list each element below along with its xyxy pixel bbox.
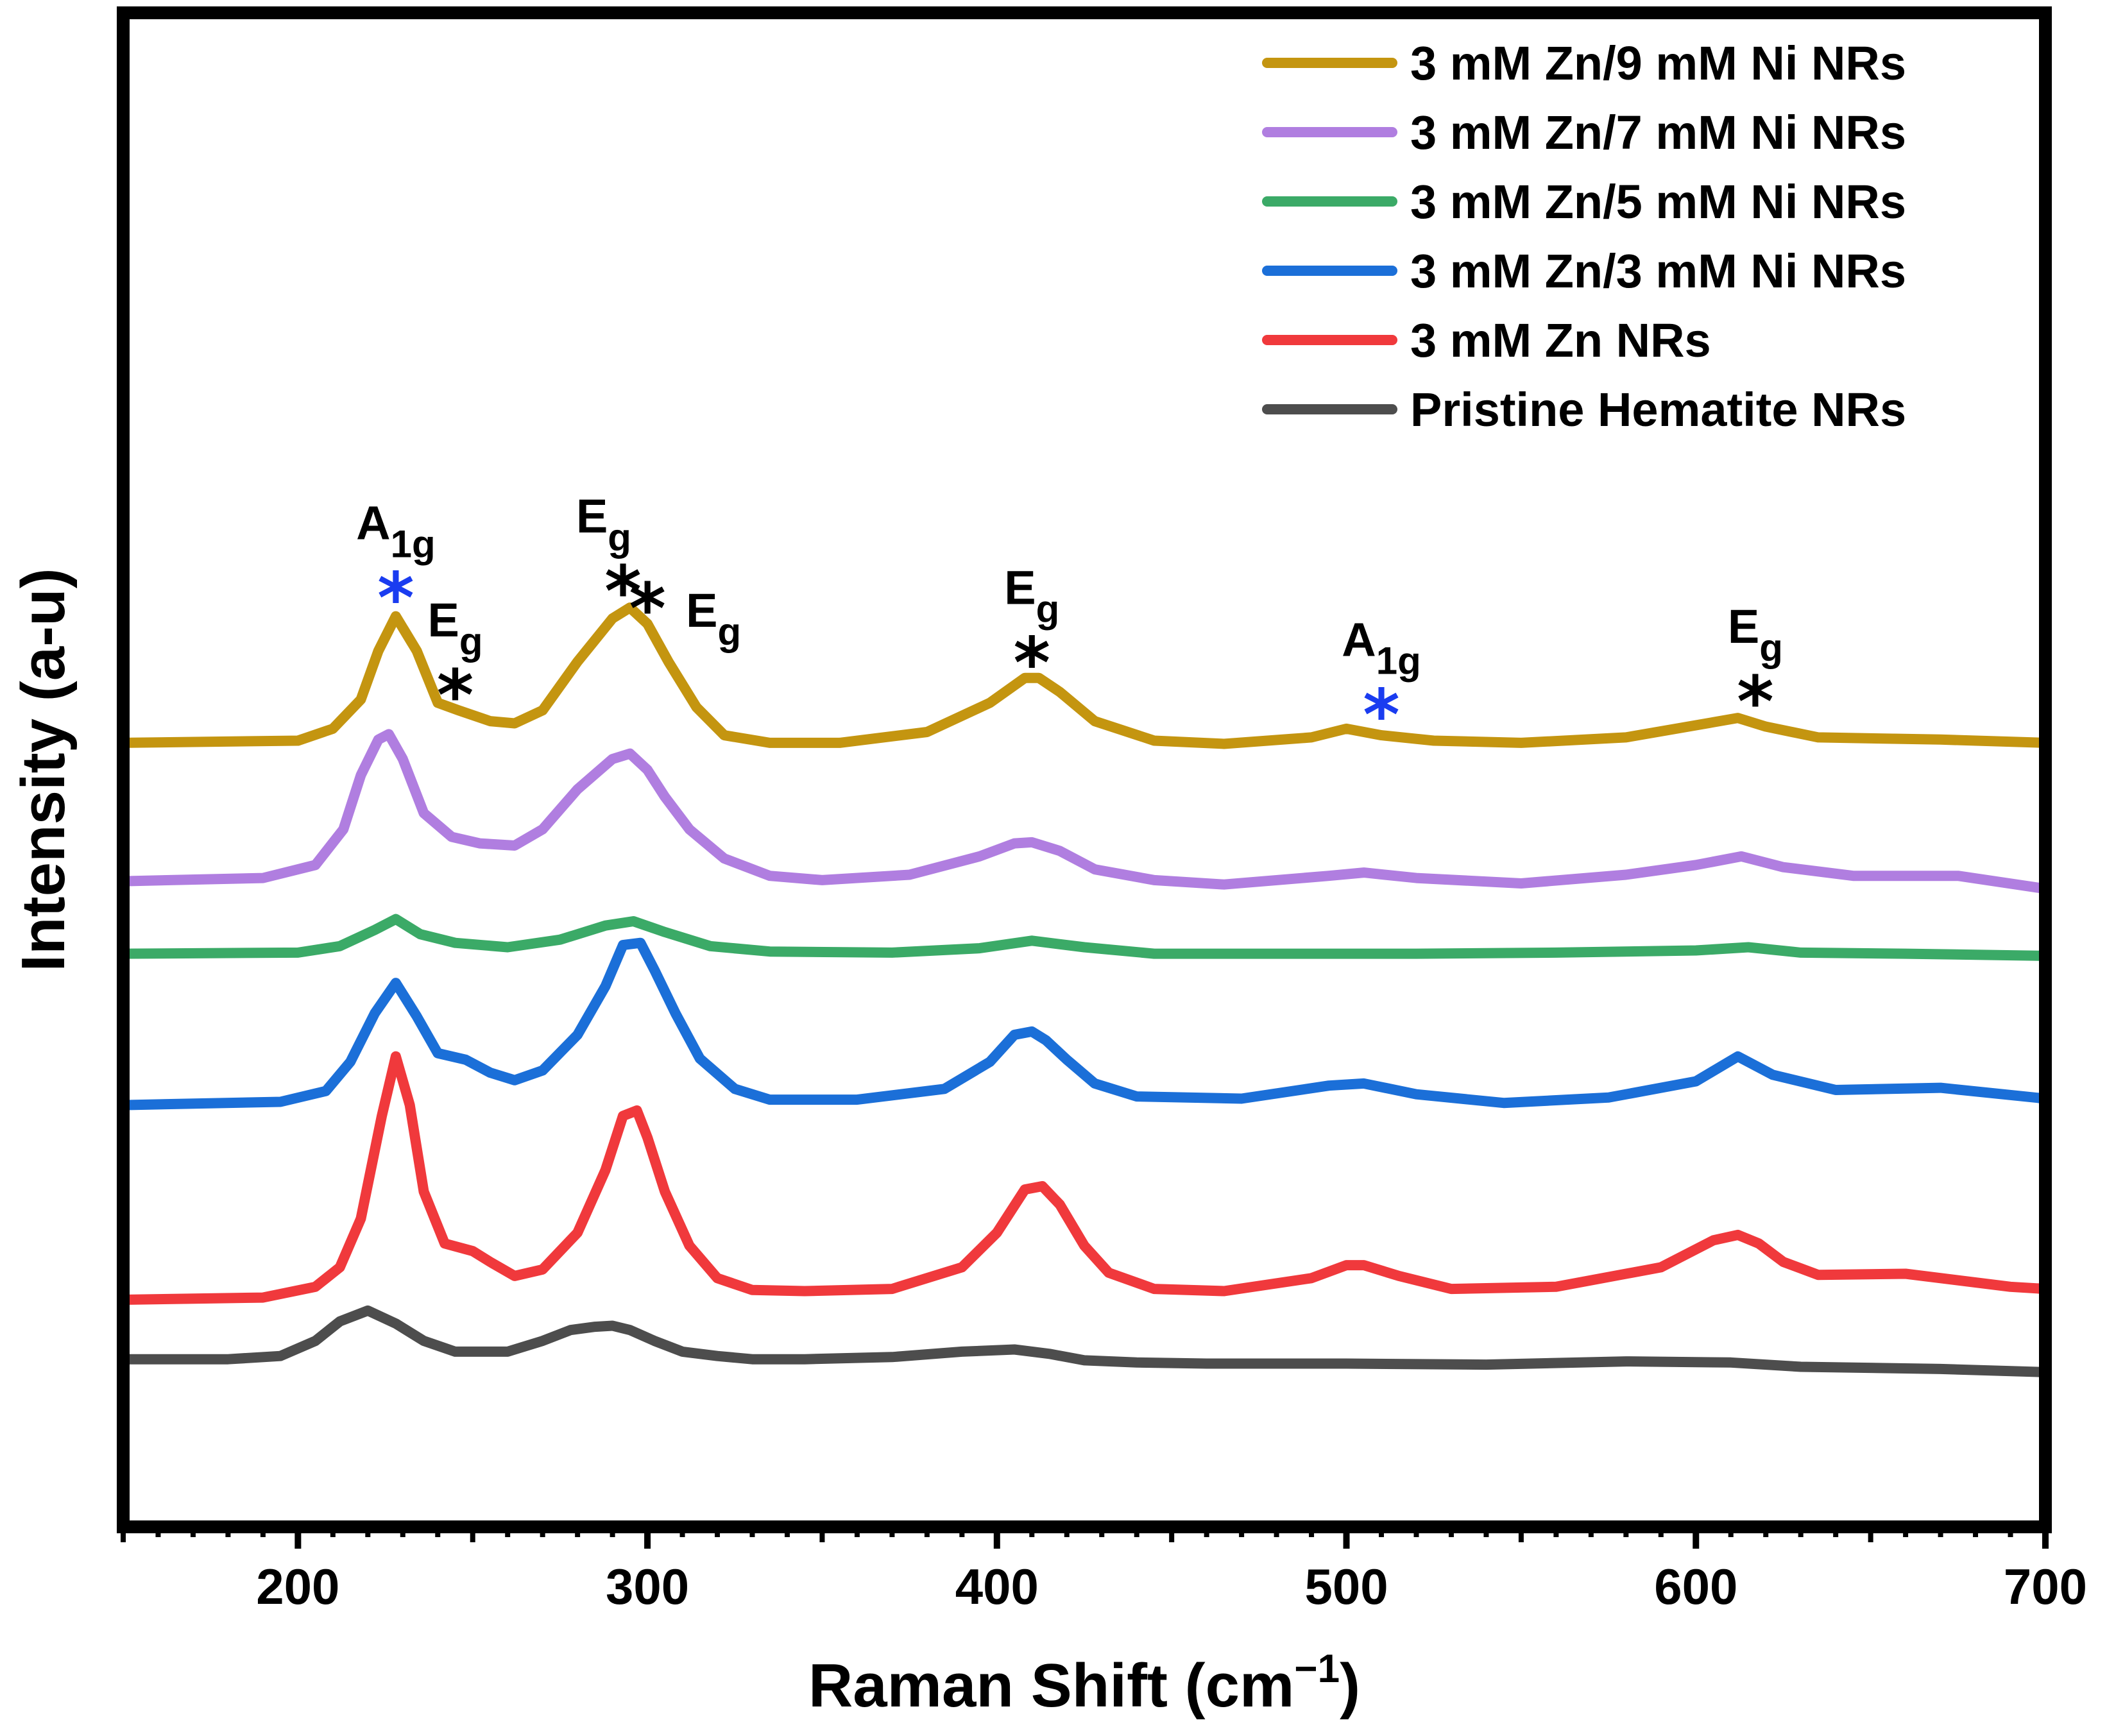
x-axis-title-end: ): [1340, 1651, 1360, 1720]
peak-label-5: Eg: [1004, 561, 1059, 630]
legend-label-3-mm-zn-3-mm-ni-nrs: 3 mM Zn/3 mM Ni NRs: [1410, 244, 1906, 298]
x-tick-label-300: 300: [606, 1558, 689, 1615]
series-layer: [118, 602, 2051, 1377]
peak-label-sub: g: [717, 610, 741, 653]
peak-label-6: A1g: [1342, 613, 1420, 682]
series-line-3-mm-zn-7-mm-ni-nrs: [118, 729, 2051, 894]
series-line-3-mm-zn-9-mm-ni-nrs: [118, 602, 2051, 749]
series-line-pristine-hematite-nrs: [118, 1305, 2051, 1377]
plot-frame: [117, 6, 2052, 1533]
peak-marker-1: *: [377, 557, 414, 639]
peak-marker-6: *: [1363, 674, 1400, 756]
x-axis-title-sup: −1: [1294, 1647, 1340, 1691]
legend-label-3-mm-zn-7-mm-ni-nrs: 3 mM Zn/7 mM Ni NRs: [1410, 106, 1906, 159]
legend-label-3-mm-zn-nrs: 3 mM Zn NRs: [1410, 314, 1711, 367]
peak-label-1: A1g: [356, 496, 435, 565]
annotation-layer: *A1g*Eg*Eg* Eg *Eg*A1g*Eg: [356, 489, 1783, 756]
series-line-3-mm-zn-nrs: [118, 1051, 2051, 1305]
peak-label-main: E: [576, 489, 608, 543]
peak-label-2: Eg: [427, 593, 482, 663]
legend-label-pristine-hematite-nrs: Pristine Hematite NRs: [1410, 383, 1906, 436]
x-axis-title: Raman Shift (cm−1): [808, 1647, 1360, 1720]
peak-marker-3: *: [604, 550, 642, 633]
peak-label-sub: g: [1036, 587, 1060, 630]
x-tick-label-700: 700: [2004, 1558, 2087, 1615]
peak-label-main: E: [686, 584, 717, 637]
peak-label-sub: 1g: [1376, 639, 1421, 682]
peak-marker-2: *: [437, 654, 474, 736]
y-axis-title: Intensity (a-u): [9, 568, 78, 971]
legend: 3 mM Zn/9 mM Ni NRs 3 mM Zn/7 mM Ni NRs 3 …: [1262, 37, 1906, 436]
peak-label-sub: g: [459, 620, 483, 663]
peak-label-sub: g: [1759, 626, 1783, 669]
tick-layer: 200 300 400 500 600 700: [121, 1527, 2087, 1615]
series-line-3-mm-zn-5-mm-ni-nrs: [118, 914, 2051, 961]
peak-label-main: A: [1342, 613, 1376, 666]
peak-label-4: Eg: [686, 584, 741, 653]
peak-label-main: A: [356, 496, 390, 549]
peak-marker-5: *: [1014, 622, 1051, 704]
peak-marker-4: *: [629, 568, 666, 650]
peak-label-sub: g: [608, 516, 631, 559]
peak-label-sub: 1g: [391, 522, 436, 565]
x-tick-label-200: 200: [256, 1558, 339, 1615]
x-tick-label-600: 600: [1654, 1558, 1737, 1615]
legend-label-3-mm-zn-9-mm-ni-nrs: 3 mM Zn/9 mM Ni NRs: [1410, 37, 1906, 90]
peak-marker-7: *: [1737, 661, 1774, 743]
peak-label-3: Eg: [576, 489, 631, 559]
x-axis-title-main: Raman Shift (cm: [808, 1651, 1294, 1720]
x-tick-label-500: 500: [1304, 1558, 1388, 1615]
legend-label-3-mm-zn-5-mm-ni-nrs: 3 mM Zn/5 mM Ni NRs: [1410, 175, 1906, 228]
peak-label-main: E: [1004, 561, 1036, 614]
peak-label-main: E: [427, 593, 459, 647]
peak-label-main: E: [1728, 600, 1759, 653]
series-line-3-mm-zn-3-mm-ni-nrs: [118, 937, 2051, 1111]
x-tick-label-400: 400: [955, 1558, 1039, 1615]
peak-label-7: Eg: [1728, 600, 1783, 669]
